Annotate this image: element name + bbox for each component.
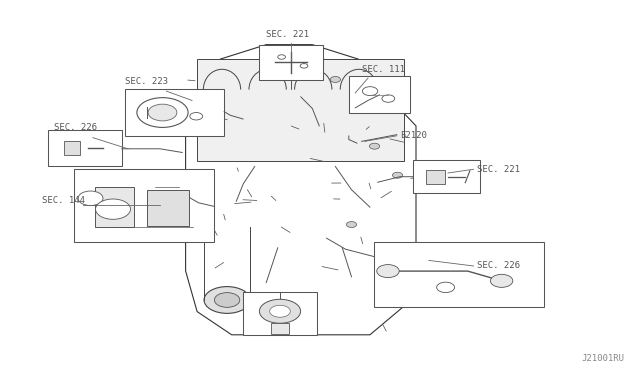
Circle shape [190, 112, 203, 120]
Circle shape [369, 143, 380, 149]
Text: J21001RU: J21001RU [581, 354, 624, 363]
Circle shape [199, 172, 209, 178]
Circle shape [382, 95, 395, 102]
Text: SEC. 111: SEC. 111 [362, 65, 404, 74]
Circle shape [199, 106, 209, 112]
Bar [197, 59, 404, 161]
Circle shape [148, 104, 177, 121]
Bar [259, 45, 323, 80]
Bar [125, 89, 224, 136]
Text: SEC. 226: SEC. 226 [54, 123, 97, 132]
Circle shape [78, 191, 103, 205]
Circle shape [436, 282, 454, 293]
Bar [64, 141, 81, 155]
Text: SEC. 226: SEC. 226 [477, 262, 520, 270]
Circle shape [392, 106, 403, 112]
Circle shape [346, 222, 356, 228]
Text: SEC. 144: SEC. 144 [42, 196, 84, 205]
Bar [271, 323, 289, 334]
Text: SEC. 221: SEC. 221 [266, 30, 308, 39]
Circle shape [490, 275, 513, 287]
Circle shape [269, 305, 291, 317]
Circle shape [137, 98, 188, 127]
Circle shape [362, 87, 378, 96]
Circle shape [392, 172, 403, 178]
Bar [243, 292, 317, 335]
Bar [147, 190, 189, 226]
Circle shape [284, 65, 294, 71]
Circle shape [278, 55, 285, 59]
Bar [95, 187, 134, 227]
Bar [426, 170, 445, 184]
Circle shape [214, 293, 240, 307]
Text: SEC. 221: SEC. 221 [477, 165, 520, 174]
Circle shape [259, 299, 301, 323]
Text: E2120: E2120 [400, 131, 427, 140]
Circle shape [95, 199, 131, 219]
Bar [349, 76, 410, 113]
Circle shape [300, 64, 308, 68]
Circle shape [330, 77, 340, 83]
Text: SEC. 223: SEC. 223 [125, 77, 168, 86]
Bar [413, 160, 480, 193]
Bar [48, 130, 122, 166]
Circle shape [204, 286, 250, 313]
Bar [74, 169, 214, 242]
Bar [374, 242, 544, 307]
Circle shape [377, 264, 399, 278]
Polygon shape [186, 45, 416, 335]
Bar [173, 189, 202, 233]
